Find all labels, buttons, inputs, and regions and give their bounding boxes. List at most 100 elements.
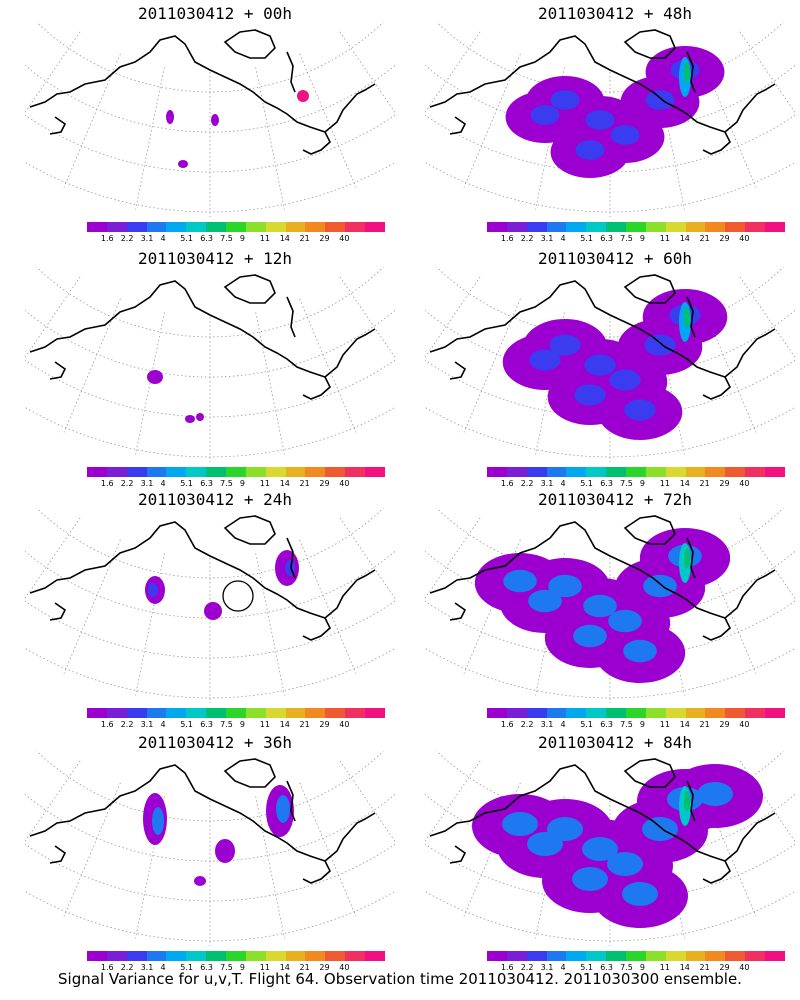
colorbar-tick-label: 1.6 xyxy=(500,963,514,972)
colorbar-tick-label: 5.1 xyxy=(580,234,594,243)
colorbar-tick-label: 1.6 xyxy=(500,234,514,243)
colorbar-swatch xyxy=(106,951,127,961)
colorbar-swatch xyxy=(226,222,246,232)
colorbar-swatch xyxy=(506,708,527,718)
colorbar-swatch xyxy=(126,708,147,718)
colorbar-swatch xyxy=(526,951,547,961)
longitude-gridline xyxy=(425,276,481,359)
colorbar xyxy=(87,708,385,718)
variance-contour xyxy=(502,812,538,836)
colorbar-tick-label: 4 xyxy=(160,963,166,972)
variance-contour xyxy=(585,110,615,130)
colorbar-tick-label: 9 xyxy=(239,963,245,972)
latitude-gridline xyxy=(25,600,395,659)
colorbar-swatch xyxy=(506,951,527,961)
forecast-map xyxy=(25,22,395,217)
map-panel: 2011030412 + 00h 1.6 2.2 3.1 4 5.1 6.3 7.5 9 11 14… xyxy=(25,0,425,245)
colorbar-tick-label: 40 xyxy=(339,234,350,243)
colorbar-swatch xyxy=(725,951,746,961)
colorbar-swatch xyxy=(566,222,587,232)
colorbar-swatch xyxy=(586,951,607,961)
colorbar-tick-label: 14 xyxy=(679,479,690,488)
colorbar-swatch xyxy=(606,708,627,718)
coastline xyxy=(429,29,776,155)
colorbar-swatch xyxy=(365,708,385,718)
colorbar-swatch xyxy=(206,222,227,232)
map-panel: 2011030412 + 36h 1.6 2.2 3.1 4 5.1 6.3 7.5 9 11 14… xyxy=(25,729,425,974)
colorbar-swatch xyxy=(487,222,507,232)
longitude-gridline xyxy=(25,267,26,268)
colorbar-swatch xyxy=(765,467,785,477)
variance-contour xyxy=(573,624,607,648)
variance-contour xyxy=(642,817,678,841)
colorbar-swatch xyxy=(705,708,726,718)
forecast-map xyxy=(25,508,395,703)
colorbar-swatch xyxy=(606,467,627,477)
latitude-gridline xyxy=(25,647,395,699)
latitude-gridline xyxy=(25,890,395,942)
colorbar-swatch xyxy=(126,951,147,961)
colorbar-tick-label: 9 xyxy=(239,720,245,729)
longitude-gridline xyxy=(63,298,121,433)
colorbar-tick-label: 5.1 xyxy=(180,479,194,488)
colorbar-swatch xyxy=(166,951,187,961)
colorbar-swatch xyxy=(146,708,167,718)
colorbar-swatch xyxy=(186,222,207,232)
panel-title: 2011030412 + 12h xyxy=(137,249,293,268)
variance-contour xyxy=(530,105,560,125)
colorbar-tick-label: 40 xyxy=(739,963,750,972)
variance-contour xyxy=(607,852,643,876)
variance-contour xyxy=(147,370,163,384)
colorbar-tick-label: 21 xyxy=(699,234,710,243)
colorbar-swatch xyxy=(725,708,746,718)
colorbar-tick-label: 29 xyxy=(719,234,730,243)
latitude-gridline xyxy=(25,793,395,862)
colorbar-swatch xyxy=(546,708,567,718)
colorbar-swatch xyxy=(345,951,366,961)
colorbar-swatch xyxy=(546,222,567,232)
colorbar-swatch xyxy=(325,467,346,477)
colorbar-swatch xyxy=(665,951,686,961)
colorbar-swatch xyxy=(526,467,547,477)
colorbar-tick-label: 2.2 xyxy=(520,234,534,243)
colorbar-tick-label: 6.3 xyxy=(200,720,213,729)
latitude-gridline xyxy=(36,751,384,822)
colorbar-tick-label: 9 xyxy=(639,479,645,488)
longitude-gridline xyxy=(463,53,521,188)
forecast-map xyxy=(425,267,795,462)
colorbar-swatch xyxy=(325,951,346,961)
colorbar-swatch xyxy=(645,951,666,961)
colorbar-tick-label: 3.1 xyxy=(540,234,554,243)
colorbar-tick-label: 11 xyxy=(659,963,670,972)
colorbar-tick-label: 21 xyxy=(299,963,310,972)
variance-contour xyxy=(583,594,617,618)
variance-contour xyxy=(178,160,188,168)
colorbar-swatch xyxy=(725,467,746,477)
colorbar-swatch xyxy=(146,467,167,477)
colorbar-swatch xyxy=(285,951,306,961)
longitude-gridline xyxy=(135,67,165,210)
variance-contour xyxy=(697,782,733,806)
colorbar-swatch xyxy=(487,951,507,961)
colorbar-swatch xyxy=(506,467,527,477)
colorbar-tick-label: 1.6 xyxy=(100,963,114,972)
coastline xyxy=(429,274,776,400)
colorbar-tick-label: 29 xyxy=(319,234,330,243)
colorbar-ticks: 1.6 2.2 3.1 4 5.1 6.3 7.5 9 11 14 21 29 40 xyxy=(79,479,379,489)
colorbar-swatch xyxy=(305,467,326,477)
colorbar-tick-label: 7.5 xyxy=(220,720,233,729)
longitude-gridline xyxy=(63,539,121,674)
longitude-gridline xyxy=(255,796,285,939)
forecast-map xyxy=(425,751,795,946)
colorbar-swatch xyxy=(245,708,266,718)
colorbar-tick-label: 21 xyxy=(299,720,310,729)
colorbar-swatch xyxy=(685,467,706,477)
variance-contour xyxy=(643,574,677,598)
colorbar-tick-label: 40 xyxy=(739,720,750,729)
colorbar-tick-label: 14 xyxy=(679,720,690,729)
colorbar-swatch xyxy=(265,222,286,232)
colorbar-tick-label: 5.1 xyxy=(580,479,594,488)
colorbar-swatch xyxy=(206,951,227,961)
latitude-gridline xyxy=(25,309,395,378)
variance-contour xyxy=(623,639,657,663)
